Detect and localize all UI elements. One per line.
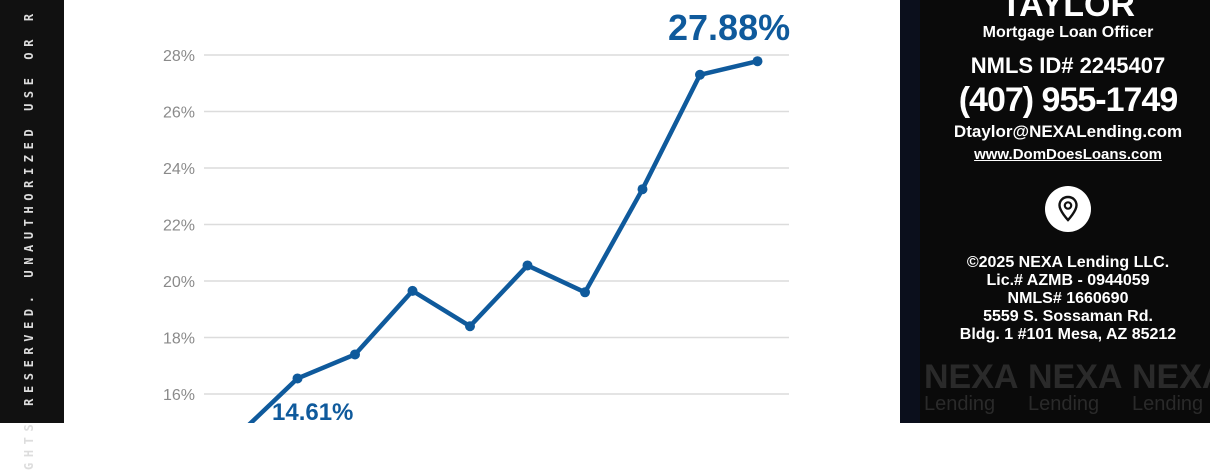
series-line xyxy=(238,59,759,435)
data-point xyxy=(752,56,763,67)
y-tick-label: 16% xyxy=(163,387,195,404)
data-point xyxy=(695,69,705,80)
line-chart: 16% 18% 20% 22% 24% 26% 28% 14.61% 27.88% xyxy=(163,7,790,439)
data-label: 27.88% xyxy=(668,7,790,48)
address-line-1: 5559 S. Sossaman Rd. xyxy=(983,308,1153,325)
license-number: Lic.# AZMB - 0944059 xyxy=(986,272,1150,289)
panel-edge xyxy=(900,0,920,423)
website-link[interactable]: www.DomDoesLoans.com xyxy=(974,146,1162,163)
phone-number[interactable]: (407) 955-1749 xyxy=(958,81,1179,119)
email-link[interactable]: Dtaylor@NEXALending.com xyxy=(953,122,1183,141)
y-tick-label: 20% xyxy=(163,274,195,291)
data-point xyxy=(407,285,418,296)
left-strip: GHTS RESERVED. UNAUTHORIZED USE OR R xyxy=(0,0,64,470)
watermark: NEXALending xyxy=(1132,358,1210,415)
company-info: ©2025 NEXA Lending LLC. Lic.# AZMB - 094… xyxy=(920,254,1210,344)
data-point xyxy=(350,349,360,360)
data-label: 14.61% xyxy=(272,399,353,423)
copyright-notice: GHTS RESERVED. UNAUTHORIZED USE OR R xyxy=(22,8,36,470)
data-point xyxy=(292,373,303,384)
map-pin-icon[interactable] xyxy=(1045,186,1091,232)
y-tick-label: 22% xyxy=(163,218,195,235)
data-point xyxy=(522,260,533,271)
data-point xyxy=(580,287,590,298)
data-point xyxy=(465,321,475,332)
officer-title: Mortgage Loan Officer xyxy=(982,24,1154,41)
y-tick-label: 18% xyxy=(163,331,195,348)
address-line-2: Bldg. 1 #101 Mesa, AZ 85212 xyxy=(959,326,1177,343)
y-tick-label: 24% xyxy=(163,161,195,178)
y-tick-label: 26% xyxy=(163,105,195,122)
company-name: ©2025 NEXA Lending LLC. xyxy=(966,254,1170,271)
officer-name: TAYLOR xyxy=(1000,0,1136,24)
company-nmls: NMLS# 1660690 xyxy=(1007,290,1129,307)
y-tick-label: 28% xyxy=(163,48,195,65)
contact-panel: NEXALendingNEXALendingNEXALending TAYLOR… xyxy=(900,0,1210,423)
data-point xyxy=(637,184,648,195)
nmls-id: NMLS ID# 2245407 xyxy=(970,53,1166,78)
chart: 16% 18% 20% 22% 24% 26% 28% 14.61% 27.88% xyxy=(64,0,900,439)
